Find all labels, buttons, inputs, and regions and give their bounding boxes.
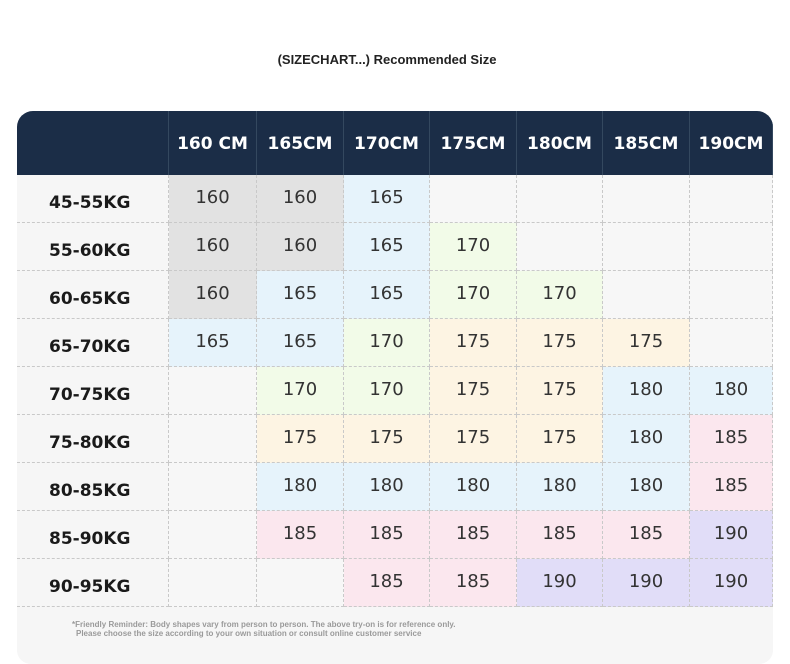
size-cell: 175 [517,415,603,463]
size-cell [603,271,690,319]
size-cell: 190 [517,559,603,607]
size-cell: 170 [430,223,517,271]
column-header: 185CM [603,111,690,175]
size-cell [690,271,773,319]
size-cell: 175 [603,319,690,367]
size-grid: 160 CM 165CM 170CM 175CM 180CM 185CM 190… [17,111,773,607]
column-header: 180CM [517,111,603,175]
size-cell: 180 [430,463,517,511]
column-header: 160 CM [169,111,257,175]
column-header: 165CM [257,111,344,175]
row-weight-label: 60-65KG [17,271,169,319]
size-cell: 165 [169,319,257,367]
size-cell: 165 [344,271,430,319]
footer: *Friendly Reminder: Body shapes vary fro… [17,607,773,664]
size-cell [430,175,517,223]
row-weight-label: 85-90KG [17,511,169,559]
size-cell: 180 [603,415,690,463]
size-cell: 180 [603,463,690,511]
size-cell: 190 [690,559,773,607]
size-cell [169,559,257,607]
size-cell: 165 [344,223,430,271]
size-cell: 175 [517,367,603,415]
column-header: 190CM [690,111,773,175]
size-cell [690,175,773,223]
size-cell [690,223,773,271]
size-cell: 180 [690,367,773,415]
size-cell: 190 [690,511,773,559]
size-cell: 185 [430,559,517,607]
size-cell: 165 [344,175,430,223]
size-cell: 180 [344,463,430,511]
size-cell [603,175,690,223]
column-header: 175CM [430,111,517,175]
size-cell: 185 [603,511,690,559]
size-cell: 185 [517,511,603,559]
size-cell: 160 [169,271,257,319]
size-cell: 170 [344,319,430,367]
reminder-line-2: Please choose the size according to your… [76,629,422,638]
size-cell [257,559,344,607]
size-cell: 170 [517,271,603,319]
size-cell: 175 [257,415,344,463]
size-cell: 160 [257,175,344,223]
size-cell: 185 [344,559,430,607]
size-cell: 160 [169,175,257,223]
size-cell: 175 [344,415,430,463]
size-cell: 175 [430,319,517,367]
size-cell: 185 [430,511,517,559]
size-cell: 165 [257,319,344,367]
size-chart-table: 160 CM 165CM 170CM 175CM 180CM 185CM 190… [17,111,773,664]
size-cell: 175 [430,367,517,415]
row-weight-label: 65-70KG [17,319,169,367]
row-weight-label: 70-75KG [17,367,169,415]
size-cell [169,463,257,511]
size-cell: 175 [517,319,603,367]
size-cell [603,223,690,271]
friendly-reminder: *Friendly Reminder: Body shapes vary fro… [72,620,456,638]
size-cell: 170 [344,367,430,415]
size-cell: 180 [603,367,690,415]
size-cell: 185 [257,511,344,559]
row-weight-label: 45-55KG [17,175,169,223]
page-title: (SIZECHART...) Recommended Size [277,52,497,67]
row-weight-label: 75-80KG [17,415,169,463]
size-cell: 165 [257,271,344,319]
reminder-line-1: *Friendly Reminder: Body shapes vary fro… [72,620,456,629]
row-weight-label: 90-95KG [17,559,169,607]
row-weight-label: 55-60KG [17,223,169,271]
size-cell: 180 [517,463,603,511]
column-header: 170CM [344,111,430,175]
size-cell [169,367,257,415]
size-cell [517,223,603,271]
size-cell: 160 [169,223,257,271]
size-cell: 170 [430,271,517,319]
size-cell [690,319,773,367]
size-cell [169,415,257,463]
size-cell: 185 [690,463,773,511]
size-cell: 170 [257,367,344,415]
header-corner [17,111,169,175]
size-cell: 185 [344,511,430,559]
size-cell [169,511,257,559]
size-cell: 160 [257,223,344,271]
row-weight-label: 80-85KG [17,463,169,511]
size-cell [517,175,603,223]
size-cell: 190 [603,559,690,607]
size-cell: 175 [430,415,517,463]
size-cell: 180 [257,463,344,511]
size-cell: 185 [690,415,773,463]
